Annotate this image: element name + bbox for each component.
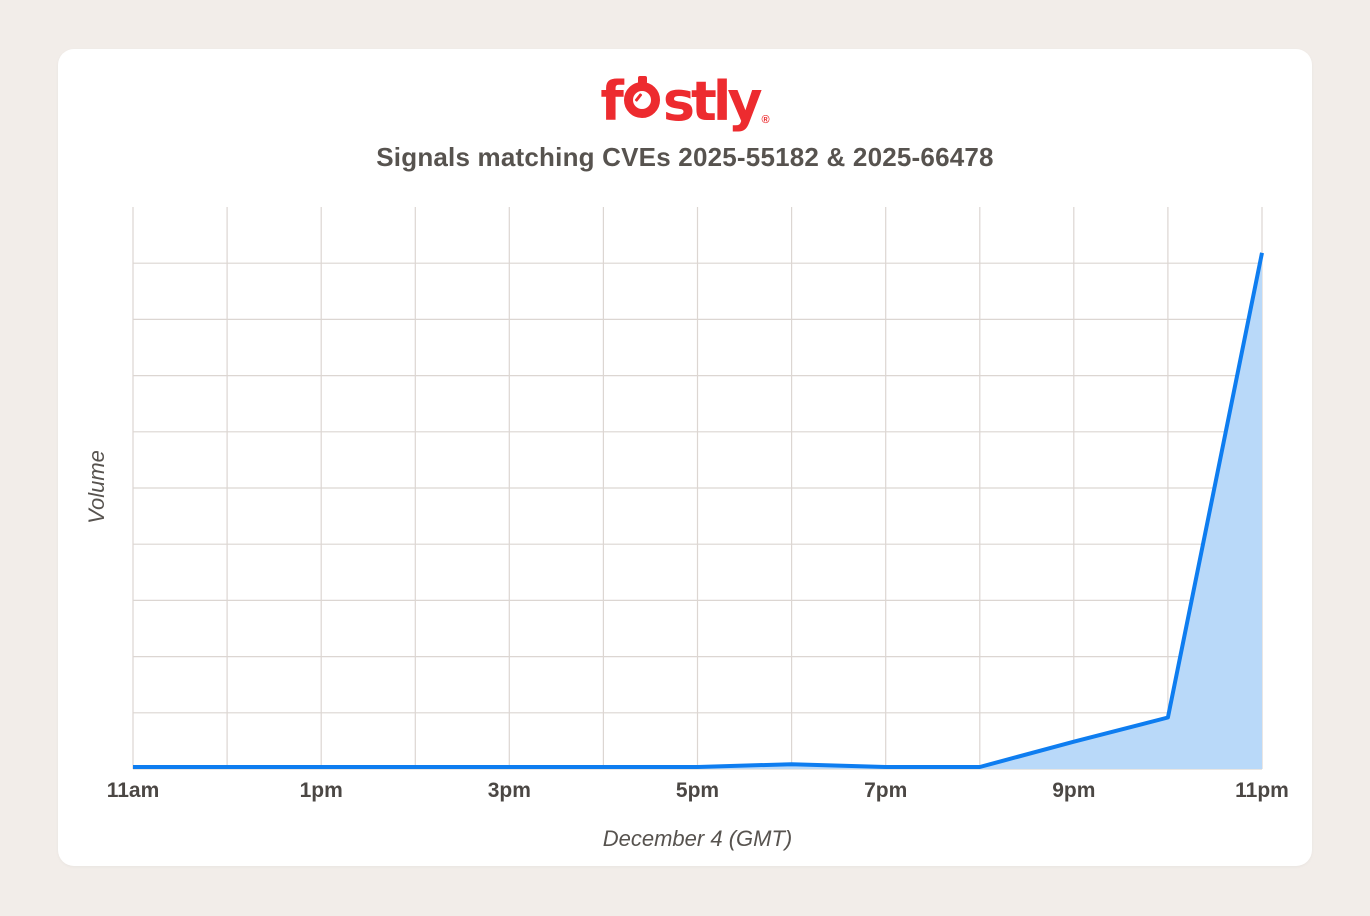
stopwatch-crown — [637, 76, 647, 84]
chart-card: f stly ® Signals matching CVEs 2025-5518… — [58, 49, 1312, 866]
logo-letter-f: f — [600, 70, 623, 133]
fastly-logo: f stly ® — [58, 73, 1312, 129]
chart-title: Signals matching CVEs 2025-55182 & 2025-… — [376, 142, 994, 172]
y-axis-label: Volume — [84, 450, 109, 524]
x-tick-label: 1pm — [299, 779, 343, 802]
x-axis-title: December 4 (GMT) — [602, 826, 793, 851]
chart-plot — [132, 207, 1264, 770]
x-tick-label: 3pm — [487, 779, 531, 802]
series-line — [133, 252, 1264, 769]
x-tick-label: 11pm — [1235, 779, 1289, 802]
x-tick-label: 9pm — [1052, 779, 1096, 802]
x-tick-label: 5pm — [675, 779, 720, 802]
registered-trademark-icon: ® — [761, 114, 770, 126]
x-tick-label: 7pm — [864, 779, 908, 802]
stopwatch-dial — [623, 82, 660, 118]
logo-letters-stly: stly — [662, 70, 763, 133]
x-tick-label: 11am — [106, 779, 160, 802]
stopwatch-icon — [623, 76, 660, 118]
